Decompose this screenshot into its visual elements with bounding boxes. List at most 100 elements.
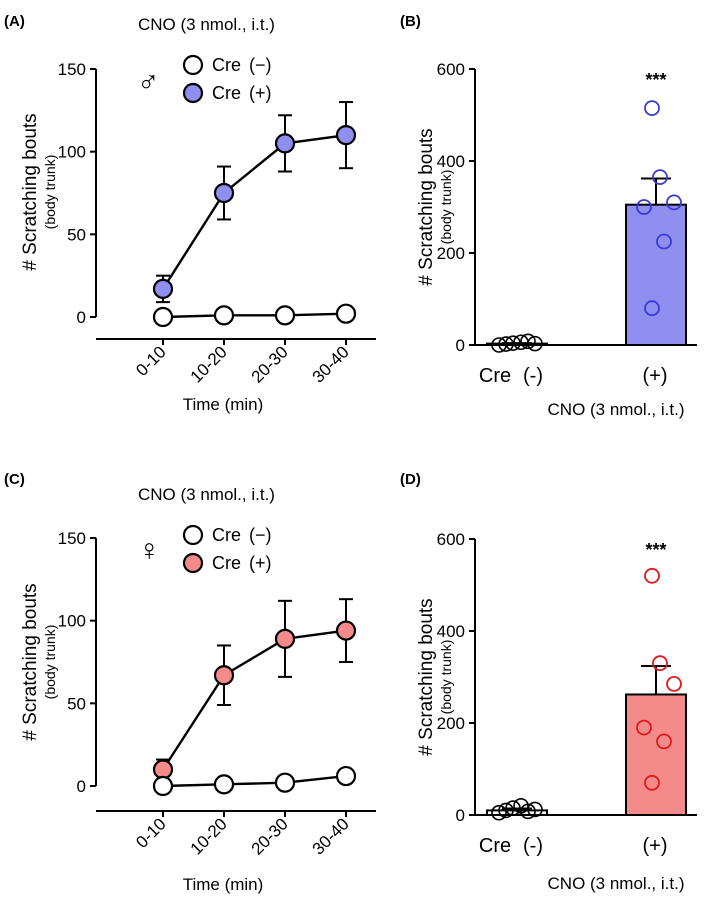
legend-c: Cre (−) Cre (+) [182, 524, 272, 574]
panel-label-b: (B) [400, 13, 421, 30]
series-line [162, 774, 347, 788]
y-axis-subtitle-b: (body trunk) [438, 170, 454, 245]
significance-marker: *** [645, 70, 666, 90]
y-axis-title-d: # Scratching bouts [416, 598, 437, 755]
condition-label-c: CNO (3 nmol., i.t.) [138, 485, 275, 504]
data-point-cre-neg [498, 802, 514, 819]
x-category-tag-b: (-) [523, 365, 543, 387]
y-tick-label: 600 [437, 530, 465, 549]
x-category-cre-d: Cre [479, 835, 511, 857]
data-point [274, 133, 296, 154]
data-point [274, 628, 296, 649]
y-tick-label: 200 [437, 244, 465, 263]
data-point-cre-pos [656, 233, 672, 250]
data-point-cre-pos [644, 567, 660, 584]
data-point-cre-neg [505, 335, 521, 351]
data-point-cre-neg [520, 333, 536, 350]
data-point [213, 305, 235, 326]
y-axis-subtitle-a: (body trunk) [42, 155, 58, 230]
data-point-cre-pos [666, 194, 682, 211]
y-tick-label: 200 [437, 714, 465, 733]
data-point [335, 303, 357, 324]
condition-label-a: CNO (3 nmol., i.t.) [138, 15, 275, 34]
series-line [161, 133, 347, 290]
y-tick-label: 150 [58, 60, 86, 79]
y-tick-label: 0 [77, 308, 86, 327]
data-point-cre-neg [527, 801, 543, 818]
data-point [335, 620, 357, 641]
data-point [335, 125, 357, 146]
x-tick-label: 30-40 [309, 342, 353, 386]
legend-tag-cre-pos: (+) [249, 553, 272, 573]
series-line [162, 312, 347, 319]
x-category-pos-b: (+) [643, 365, 668, 387]
legend-a: Cre (−) Cre (+) [182, 54, 272, 104]
y-tick-label: 0 [77, 777, 86, 796]
legend-label-cre-pos: Cre [212, 83, 241, 103]
x-axis-title-c: Time (min) [183, 875, 264, 894]
y-axis-subtitle-c: (body trunk) [42, 625, 58, 700]
legend-label-cre-neg: Cre [212, 525, 241, 545]
data-point-cre-pos [644, 100, 660, 116]
x-tick-label: 10-20 [187, 342, 231, 386]
y-tick-label: 100 [58, 143, 86, 162]
bar-cre-pos [625, 693, 687, 816]
y-axis-title-b: # Scratching bouts [416, 128, 437, 285]
male-symbol-icon: ♂ [137, 66, 160, 99]
data-point [152, 278, 174, 299]
data-point [152, 759, 174, 780]
series-line [161, 629, 347, 771]
data-point [213, 182, 235, 204]
x-tick-label: 0-10 [132, 814, 169, 851]
x-axis-title-a: Time (min) [183, 395, 264, 414]
significance-marker: *** [645, 540, 666, 560]
data-point-cre-pos [636, 199, 652, 215]
series-cre-neg [152, 765, 357, 797]
x-tick-label: 30-40 [309, 814, 353, 858]
series-cre-pos [152, 101, 357, 304]
data-point-cre-pos [652, 655, 668, 672]
data-point [152, 775, 174, 797]
panel-a: (A) CNO (3 nmol., i.t.) ♂ Cre (−) Cre (+… [4, 13, 376, 414]
series-cre-neg [152, 303, 357, 328]
x-tick-label: 10-20 [187, 814, 231, 858]
data-point-cre-neg [527, 335, 543, 352]
legend-label-cre-pos: Cre [212, 553, 241, 573]
y-tick-label: 150 [58, 529, 86, 548]
panel-label-d: (D) [400, 471, 421, 488]
panel-d: (D) 0 200 400 600 *** # Scratching bouts (bo… [400, 471, 697, 893]
x-category-cre-b: Cre [479, 365, 511, 387]
data-point-cre-pos [644, 300, 660, 317]
data-point-cre-pos [656, 733, 672, 750]
plot-area-d: 0 200 400 600 *** [437, 530, 697, 825]
plot-area-a: 0 50 100 150 0-10 10-20 20-30 30-40 [58, 60, 376, 387]
plot-area-b: 0 200 400 600 *** [437, 60, 697, 355]
y-tick-label: 50 [67, 694, 86, 713]
legend-label-cre-neg: Cre [212, 55, 241, 75]
data-point-cre-pos [644, 774, 660, 791]
legend-marker-cre-neg [182, 54, 204, 76]
y-axis-title-c: # Scratching bouts [20, 583, 41, 740]
panel-label-a: (A) [4, 13, 25, 30]
data-point [274, 305, 296, 326]
x-tick-label: 20-30 [248, 342, 292, 386]
y-tick-label: 50 [67, 225, 86, 244]
legend-tag-cre-pos: (+) [249, 83, 272, 103]
x-category-pos-d: (+) [643, 835, 668, 857]
y-tick-label: 400 [437, 622, 465, 641]
y-axis-subtitle-d: (body trunk) [438, 640, 454, 715]
bar-cre-pos [625, 203, 687, 346]
series-cre-pos [152, 598, 357, 781]
legend-tag-cre-neg: (−) [249, 55, 272, 75]
data-point-cre-neg [520, 803, 536, 820]
data-point-cre-neg [505, 800, 521, 816]
x-axis-title-b: CNO (3 nmol., i.t.) [548, 400, 685, 419]
legend-tag-cre-neg: (−) [249, 525, 272, 545]
legend-marker-cre-pos [182, 552, 204, 574]
y-tick-label: 400 [437, 152, 465, 171]
panel-c: (C) CNO (3 nmol., i.t.) ♀ Cre (−) Cre (+… [4, 471, 376, 894]
data-point-cre-pos [666, 676, 682, 692]
panel-label-c: (C) [4, 471, 25, 488]
x-tick-label: 20-30 [248, 814, 292, 858]
